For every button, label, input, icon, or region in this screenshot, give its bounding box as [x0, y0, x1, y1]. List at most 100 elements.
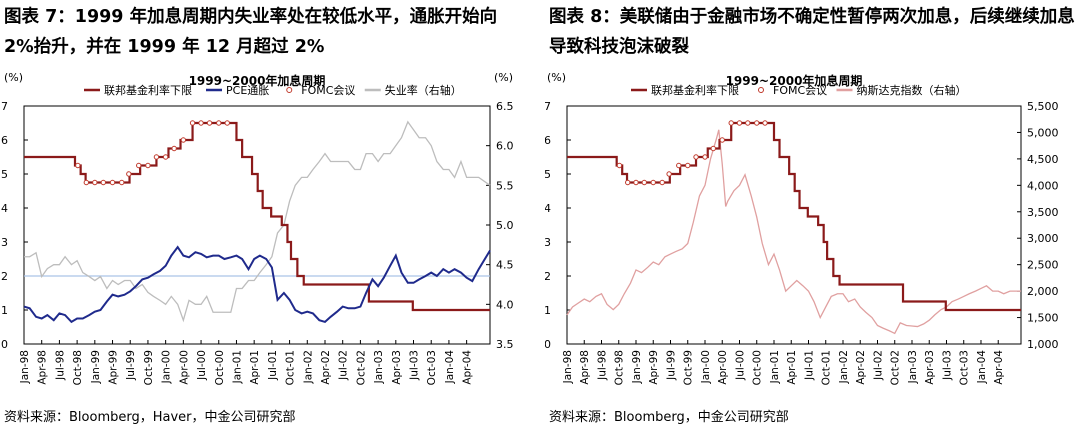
x-tick-label: Jan-01	[231, 350, 243, 384]
fomc-meeting-marker	[659, 179, 665, 186]
fomc-meeting-marker	[136, 162, 142, 169]
legend-label: 联邦基金利率下限	[104, 83, 192, 97]
x-tick-label: Apr-00	[717, 350, 729, 385]
x-tick-label: Oct-03	[959, 350, 971, 385]
x-tick-label: Oct-98	[614, 350, 626, 385]
x-tick-label: Jul-00	[196, 350, 208, 381]
x-tick-label: Jul-99	[125, 350, 137, 381]
y-left-tick-label: 5	[1, 168, 8, 181]
x-tick-label: Oct-98	[72, 350, 84, 385]
fomc-meeting-marker	[224, 120, 230, 126]
fomc-meeting-marker	[736, 120, 743, 126]
x-tick-label: Jan-02	[838, 350, 850, 384]
x-tick-label: Apr-00	[178, 350, 190, 385]
legend-label: 联邦基金利率下限	[651, 83, 739, 97]
fomc-meeting-marker	[92, 179, 98, 186]
x-tick-label: Oct-02	[355, 350, 367, 385]
fomc-meeting-marker	[702, 154, 708, 160]
x-tick-label: Jan-98	[562, 350, 574, 384]
x-tick-label: Jul-03	[941, 350, 953, 381]
x-tick-label: Jul-02	[338, 350, 350, 381]
fomc-meeting-marker	[153, 154, 160, 160]
y-right-tick-label: 5,000	[1027, 126, 1059, 139]
fomc-meeting-marker	[745, 120, 751, 126]
y-right-tick-label: 3,500	[1027, 206, 1059, 219]
plot-frame	[23, 105, 491, 345]
plot-frame	[566, 105, 1022, 345]
x-tick-label: Apr-02	[320, 350, 332, 385]
y-right-tick-label: 4,000	[1027, 179, 1059, 192]
y-left-unit-label: (%)	[4, 71, 23, 84]
y-right-tick-label: 2,500	[1027, 259, 1059, 272]
y-right-tick-label: 1,000	[1027, 338, 1059, 351]
series-line-right-axis	[24, 120, 491, 323]
x-tick-label: Apr-99	[648, 350, 660, 385]
y-left-tick-label: 3	[545, 236, 551, 249]
x-tick-label: Apr-04	[993, 350, 1005, 385]
x-tick-label: Jul-98	[596, 350, 608, 381]
fomc-meeting-marker	[206, 120, 213, 126]
fomc-meeting-marker	[762, 120, 768, 126]
y-right-tick-label: 4.5	[496, 259, 514, 272]
fomc-meeting-marker	[189, 120, 196, 126]
y-left-tick-label: 3	[1, 236, 8, 249]
x-tick-label: Jul-01	[803, 350, 815, 381]
figure-7-source: 资料来源：Bloomberg，Haver，中金公司研究部	[4, 410, 296, 425]
legend-label: 失业率（右轴）	[385, 83, 462, 97]
fomc-meeting-marker	[198, 120, 204, 126]
fomc-meeting-marker	[616, 162, 623, 169]
x-tick-label: Jul-01	[267, 350, 279, 381]
series-line-pce	[23, 245, 491, 324]
fomc-meeting-marker	[633, 179, 639, 186]
y-left-tick-label: 7	[545, 100, 551, 113]
legend-label: 纳斯达克指数（右轴）	[857, 83, 967, 97]
x-tick-label: Jul-02	[872, 350, 884, 381]
y-left-tick-label: 2	[545, 270, 551, 283]
x-tick-label: Apr-03	[924, 350, 936, 385]
fomc-meeting-marker	[693, 154, 699, 160]
fomc-meeting-marker	[126, 171, 132, 177]
fomc-meeting-marker	[685, 162, 691, 169]
series-line-fed-funds	[567, 121, 1021, 312]
y-right-tick-label: 5.0	[496, 219, 514, 232]
legend-label: FOMC会议	[773, 84, 827, 97]
x-tick-label: Jan-98	[19, 350, 31, 384]
fomc-meeting-marker	[75, 162, 81, 169]
series-line-right-axis	[566, 129, 1021, 335]
chart-title: 1999~2000年加息周期	[726, 73, 863, 88]
x-tick-label: Apr-98	[579, 350, 591, 385]
legend-label: FOMC会议	[301, 84, 355, 97]
y-left-tick-label: 5	[545, 168, 551, 181]
y-left-tick-label: 0	[545, 338, 551, 351]
y-right-unit-label: (%)	[494, 71, 513, 84]
fomc-meeting-marker	[710, 145, 716, 152]
y-left-tick-label: 0	[1, 338, 8, 351]
y-right-tick-label: 6.0	[496, 140, 514, 153]
x-tick-label: Jan-01	[769, 350, 781, 384]
y-left-tick-label: 1	[1, 304, 8, 317]
figure-7-chart: 1999~2000年加息周期 (%) (%) 0 1 2 3 4 5 6 7 3.5 4.0 4.5 5.0…	[1, 71, 514, 385]
x-tick-label: Jan-03	[373, 350, 385, 384]
y-right-tick-label: 3,000	[1027, 232, 1059, 245]
chart-title: 1999~2000年加息周期	[189, 73, 326, 88]
x-tick-label: Jul-98	[54, 350, 66, 381]
figure-7-title: 图表 7：1999 年加息周期内失业率处在较低水平，通胀开始向 2%抬升，并在 …	[4, 7, 498, 57]
fomc-meeting-marker	[666, 171, 672, 177]
y-right-tick-label: 1,500	[1027, 312, 1059, 325]
y-right-tick-label: 6.5	[496, 100, 514, 113]
y-right-tick-label: 2,000	[1027, 285, 1059, 298]
x-tick-label: Oct-00	[214, 350, 226, 385]
figure-8-title: 图表 8：美联储由于金融市场不确定性暂停两次加息，后续继续加息导致科技泡沫破裂	[549, 7, 1075, 57]
x-tick-label: Jan-00	[161, 350, 173, 384]
fomc-meeting-marker	[650, 179, 656, 186]
x-tick-label: Apr-01	[249, 350, 261, 385]
y-right-tick-label: 4.0	[496, 298, 514, 311]
fomc-meeting-marker	[216, 120, 222, 126]
y-left-unit-label: (%)	[547, 71, 566, 84]
legend-swatch	[286, 87, 293, 93]
y-left-tick-label: 6	[545, 134, 551, 147]
y-right-tick-label: 5,500	[1027, 100, 1059, 113]
x-tick-label: Jan-03	[907, 350, 919, 384]
x-tick-label: Apr-99	[108, 350, 120, 385]
x-tick-label: Jan-00	[700, 350, 712, 384]
